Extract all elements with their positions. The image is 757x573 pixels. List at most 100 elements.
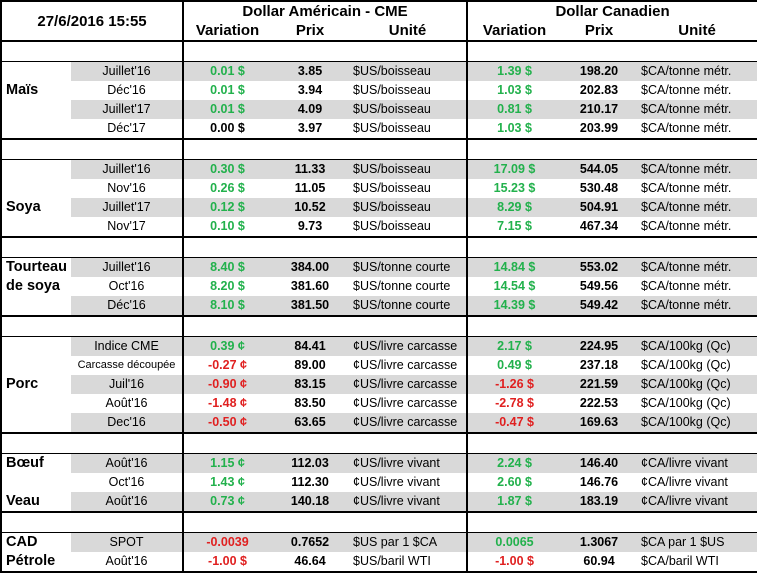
- usd-variation: 1.15 ¢: [183, 453, 272, 473]
- usd-price: 3.85: [271, 61, 350, 81]
- separator-cell: [349, 41, 469, 62]
- table-row: Veau Août'16 0.73 ¢ 140.18 ¢US/livre vivant 1…: [0, 492, 757, 513]
- usd-unit: ¢US/livre carcasse: [349, 375, 469, 394]
- usd-variation: 0.39 ¢: [183, 336, 272, 356]
- cad-variation: 0.49 $: [497, 358, 532, 372]
- usd-variation: 0.01 $: [210, 83, 245, 97]
- separator-cell: [271, 315, 350, 337]
- table-row: Août'16 -1.48 ¢ 83.50 ¢US/livre carcasse -2.…: [0, 394, 757, 413]
- usd-price: 83.50: [294, 396, 326, 410]
- commodity-group-label: Porc: [0, 375, 71, 394]
- table-row: Carcasse découpée -0.27 ¢ 89.00 ¢US/livre c…: [0, 356, 757, 375]
- cad-unit: $CA/tonne métr.: [637, 277, 757, 296]
- separator-cell: [71, 138, 185, 160]
- separator-cell: [467, 41, 562, 62]
- cad-price: 530.48: [579, 181, 619, 195]
- table-row: de soya Oct'16 8.20 $ 381.60 $US/tonne court…: [0, 277, 757, 296]
- usd-price: 381.50: [271, 296, 350, 317]
- header-row-2: Variation Prix Unité Variation Prix Unit…: [1, 21, 757, 42]
- table-row: Maïs Déc'16 0.01 $ 3.94 $US/boisseau 1.03 $ 20…: [0, 81, 757, 100]
- group-separator: [0, 41, 757, 62]
- cad-unit: $CA/100kg (Qc): [637, 394, 757, 413]
- commodity-group-label: [0, 296, 71, 317]
- usd-variation: 0.26 $: [210, 181, 245, 195]
- usd-unit: $US/boisseau: [349, 217, 469, 238]
- commodity-group-label: [0, 159, 71, 179]
- usd-variation: 0.01 $: [183, 61, 272, 81]
- separator-cell: [349, 236, 469, 258]
- usd-unit: $US/tonne courte: [349, 257, 469, 277]
- commodity-group-label: [0, 179, 71, 198]
- usd-variation: -0.27 ¢: [208, 358, 247, 372]
- separator-cell: [467, 315, 562, 337]
- cad-variation: 2.24 $: [467, 453, 562, 473]
- cad-price: 203.99: [561, 119, 638, 140]
- separator-cell: [561, 41, 638, 62]
- usd-price: 4.09: [271, 100, 350, 119]
- commodity-group-label: [0, 119, 71, 140]
- usd-unit: $US/boisseau: [349, 119, 469, 140]
- usd-price: 381.60: [290, 279, 330, 293]
- contract-label: Juillet'16: [71, 159, 185, 179]
- cad-variation: 1.87 $: [467, 492, 562, 513]
- group-separator: [0, 315, 757, 337]
- cad-price: 60.94: [561, 552, 638, 573]
- contract-label: Août'16: [71, 394, 185, 413]
- separator-cell: [71, 511, 185, 533]
- usd-variation: 0.10 $: [183, 217, 272, 238]
- separator-cell: [561, 236, 638, 258]
- contract-label: Juillet'17: [71, 198, 185, 217]
- separator-cell: [637, 315, 757, 337]
- cad-variation: 0.0065: [467, 532, 562, 552]
- table-row: Soya Juillet'17 0.12 $10.52 $US/boisseau 8.2…: [0, 198, 757, 217]
- separator-cell: [349, 511, 469, 533]
- cad-price: 146.76: [579, 475, 619, 489]
- cad-unit: $CA/baril WTI: [637, 552, 757, 573]
- separator-cell: [271, 138, 350, 160]
- usd-price: 112.03: [271, 453, 350, 473]
- commodity-group-label: Veau: [0, 492, 71, 513]
- group-separator: [0, 138, 757, 160]
- header-row-1: 27/6/2016 15:55 Dollar Américain - CME D…: [0, 0, 757, 42]
- separator-cell: [0, 315, 71, 337]
- cad-price: 146.40: [561, 453, 638, 473]
- cad-variation: 0.81 $: [467, 100, 562, 119]
- separator-cell: [467, 432, 562, 454]
- usd-unit: $US/boisseau: [349, 159, 469, 179]
- separator-cell: [467, 511, 562, 533]
- usd-price: 11.33: [271, 159, 350, 179]
- table-row: Nov'17 0.10 $9.73 $US/boisseau 7.15 $467.34…: [0, 217, 757, 238]
- usd-price: 9.73: [271, 217, 350, 238]
- commodity-group-label: [0, 413, 71, 434]
- cad-unit: $CA/100kg (Qc): [637, 413, 757, 434]
- usd-price: 112.30: [291, 475, 329, 489]
- usd-variation: 0.00 $: [183, 119, 272, 140]
- contract-label: Juillet'16: [71, 257, 185, 277]
- separator-cell: [183, 511, 272, 533]
- usd-variation: -0.0039: [183, 532, 272, 552]
- table-row: Tourteau Juillet'16 8.40 $384.00 $US/tonne …: [0, 257, 757, 277]
- cad-variation: 17.09 $: [467, 159, 562, 179]
- usd-variation: 0.12 $: [183, 198, 272, 217]
- usd-unit: $US/boisseau: [349, 100, 469, 119]
- cad-variation: 1.03 $: [467, 119, 562, 140]
- usd-unit-header: Unité: [349, 21, 469, 42]
- contract-label: Juil'16: [71, 375, 185, 394]
- usd-variation: -0.90 ¢: [183, 375, 272, 394]
- usd-variation: -1.00 $: [183, 552, 272, 573]
- cad-variation: 14.54 $: [493, 279, 536, 293]
- cad-unit: $CA/tonne métr.: [637, 217, 757, 238]
- commodity-group-label: de soya: [0, 277, 71, 296]
- cad-unit: $CA/100kg (Qc): [637, 375, 757, 394]
- usd-unit: $US/tonne courte: [349, 296, 469, 317]
- cad-variation: 15.23 $: [493, 181, 536, 195]
- cad-price: 504.91: [561, 198, 638, 217]
- commodity-group-label: [0, 394, 71, 413]
- separator-cell: [271, 41, 350, 62]
- cad-unit: $CA/tonne métr.: [637, 198, 757, 217]
- group-separator: [0, 432, 757, 454]
- separator-cell: [349, 138, 469, 160]
- usd-variation: 8.20 $: [210, 279, 245, 293]
- table-row: Dec'16 -0.50 ¢ 63.65 ¢US/livre carcasse -0.4…: [0, 413, 757, 434]
